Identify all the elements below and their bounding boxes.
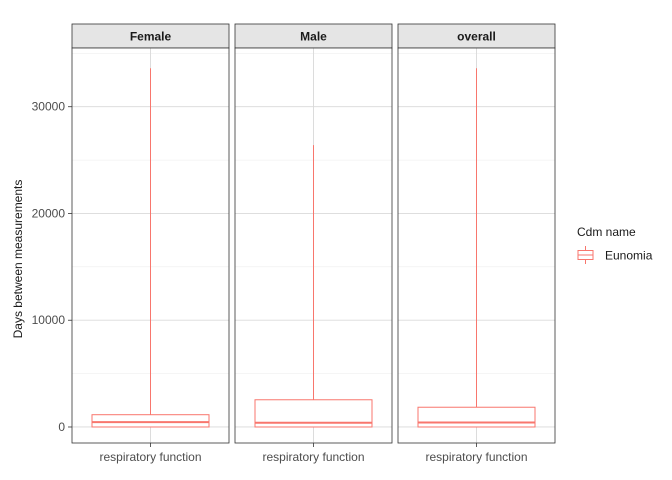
facet-strip-label: Male (300, 30, 327, 44)
facet-panel-overall: overall respiratory function (397, 23, 556, 464)
box-iqr (417, 406, 536, 428)
y-axis: 0 10000 20000 30000 (32, 100, 72, 434)
x-tick-label: respiratory function (425, 450, 527, 464)
box-female-eunomia (91, 68, 210, 428)
legend-item: Eunomia (577, 246, 653, 264)
y-tick-label: 10000 (32, 313, 66, 327)
facet-strip-label: overall (457, 30, 496, 44)
facet-strip (234, 23, 393, 49)
facet-panel-male: Male respiratory function (234, 23, 393, 464)
y-axis-title: Days between measurements (11, 180, 25, 339)
facet-strip (71, 23, 230, 49)
box-male-eunomia (254, 145, 373, 428)
box-overall-eunomia (417, 68, 536, 428)
legend-items: Eunomia (577, 246, 653, 264)
legend-title: Cdm name (577, 225, 636, 239)
facet-strip (397, 23, 556, 49)
x-tick-label: respiratory function (262, 450, 364, 464)
facet-strip-label: Female (130, 30, 172, 44)
box-iqr (91, 414, 210, 428)
y-tick-label: 30000 (32, 100, 66, 114)
legend-label: Eunomia (605, 249, 653, 263)
facet-panel-female: Female respiratory function (71, 23, 230, 464)
legend: Cdm name Eunomia (577, 225, 653, 264)
x-tick-label: respiratory function (99, 450, 201, 464)
y-tick-label: 20000 (32, 206, 66, 220)
facet-panels: Female respiratory function Male respirator… (71, 23, 556, 464)
y-tick-label: 0 (58, 420, 65, 434)
